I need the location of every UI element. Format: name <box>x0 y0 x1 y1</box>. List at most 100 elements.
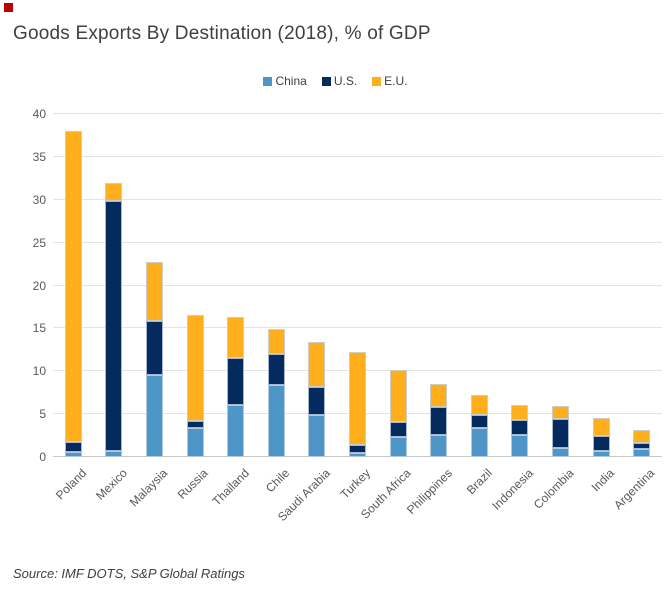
bar-segment-china <box>470 427 488 457</box>
legend-item-china: China <box>263 74 307 88</box>
x-category-label: Russia <box>175 466 212 502</box>
y-tick-label: 0 <box>39 450 46 464</box>
y-tick-label: 10 <box>32 364 46 379</box>
legend-label: E.U. <box>384 74 408 88</box>
bar-segment-us <box>146 320 163 375</box>
x-category-label: Turkey <box>337 466 374 502</box>
bar-segment-china <box>633 449 651 457</box>
bar-segment-eu <box>511 404 529 421</box>
bar-turkey <box>349 352 366 457</box>
legend: China U.S. E.U. <box>0 74 671 88</box>
bar-segment-us <box>511 420 529 435</box>
bar-segment-eu <box>105 182 123 201</box>
bar-thailand <box>227 317 245 457</box>
bar-segment-us <box>430 407 448 435</box>
bar-indonesia <box>511 404 529 457</box>
grid-line <box>53 113 662 114</box>
x-category-label: Malaysia <box>127 466 171 510</box>
y-tick-label: 35 <box>32 149 46 164</box>
y-tick-label: 25 <box>32 235 46 250</box>
bar-segment-eu <box>227 317 245 359</box>
bar-chile <box>267 329 285 457</box>
bar-south-africa <box>389 370 407 457</box>
bar-segment-us <box>389 421 407 438</box>
bar-saudi-arabia <box>308 342 326 457</box>
x-category-label: Thailand <box>209 466 252 509</box>
bar-segment-us <box>105 200 123 451</box>
source-note: Source: IMF DOTS, S&P Global Ratings <box>13 566 245 581</box>
chart-title: Goods Exports By Destination (2018), % o… <box>13 23 431 44</box>
bar-india <box>592 417 610 457</box>
y-tick-label: 40 <box>32 107 46 121</box>
bar-segment-china <box>349 452 366 457</box>
x-category-label: Argentina <box>611 466 658 513</box>
legend-label: China <box>275 74 307 88</box>
bar-segment-china <box>64 451 82 457</box>
x-category-label: Brazil <box>464 466 496 498</box>
x-category-label: India <box>588 466 618 495</box>
x-category-label: Indonesia <box>489 466 536 513</box>
bar-segment-eu <box>146 262 163 321</box>
grid-line <box>53 327 662 329</box>
bar-segment-china <box>146 374 163 457</box>
bar-segment-us <box>186 421 204 428</box>
bar-segment-china <box>552 447 569 457</box>
bar-segment-eu <box>186 314 204 421</box>
bar-segment-eu <box>308 342 326 387</box>
bar-segment-eu <box>470 395 488 415</box>
legend-item-us: U.S. <box>321 74 358 88</box>
bar-segment-eu <box>64 131 82 443</box>
y-tick-label: 20 <box>32 278 46 293</box>
bar-segment-us <box>633 443 651 450</box>
legend-label: U.S. <box>333 74 358 88</box>
plot-area: Poland Mexico Malaysia Russia Thailand Chile S… <box>53 113 662 524</box>
bar-segment-china <box>592 451 610 457</box>
bar-malaysia <box>146 262 163 457</box>
bar-segment-china <box>267 384 285 457</box>
bar-colombia <box>552 405 569 457</box>
bar-segment-us <box>470 415 488 428</box>
bar-segment-eu <box>592 417 610 437</box>
bar-segment-eu <box>349 352 366 446</box>
grid-line <box>53 198 662 200</box>
legend-swatch-icon <box>372 76 382 86</box>
y-tick-label: 15 <box>32 321 46 336</box>
bar-segment-us <box>308 386 326 415</box>
bar-segment-china <box>430 434 448 457</box>
x-category-label: Poland <box>52 466 90 503</box>
bar-segment-us <box>227 358 245 405</box>
bar-segment-china <box>186 427 204 457</box>
bar-brazil <box>470 395 488 457</box>
grid-line <box>53 284 662 286</box>
bar-segment-china <box>389 437 407 457</box>
x-category-label: Chile <box>262 466 293 496</box>
y-axis-labels: 0 5 10 15 20 25 30 35 40 <box>0 107 46 464</box>
bar-segment-us <box>552 419 569 448</box>
bar-segment-eu <box>430 384 448 408</box>
x-category-label: Colombia <box>530 466 577 512</box>
corner-mark <box>4 3 13 12</box>
y-tick-label: 30 <box>32 192 46 207</box>
legend-item-eu: E.U. <box>372 74 408 88</box>
grid-line <box>53 241 662 243</box>
bar-philippines <box>430 384 448 457</box>
bar-segment-us <box>592 436 610 451</box>
bar-poland <box>64 131 82 457</box>
bar-segment-us <box>64 442 82 452</box>
bar-segment-eu <box>552 405 569 420</box>
x-category-label: Mexico <box>93 466 130 503</box>
bar-argentina <box>633 429 651 457</box>
bar-segment-china <box>511 434 529 457</box>
legend-swatch-icon <box>321 76 331 86</box>
bar-segment-eu <box>267 329 285 355</box>
bar-russia <box>186 314 204 457</box>
bar-segment-china <box>308 414 326 457</box>
bar-segment-eu <box>633 429 651 444</box>
bar-mexico <box>105 182 123 457</box>
grid-line <box>53 155 662 157</box>
bar-segment-china <box>227 404 245 457</box>
bar-segment-us <box>267 354 285 385</box>
bar-segment-us <box>349 445 366 453</box>
legend-swatch-icon <box>263 76 273 86</box>
